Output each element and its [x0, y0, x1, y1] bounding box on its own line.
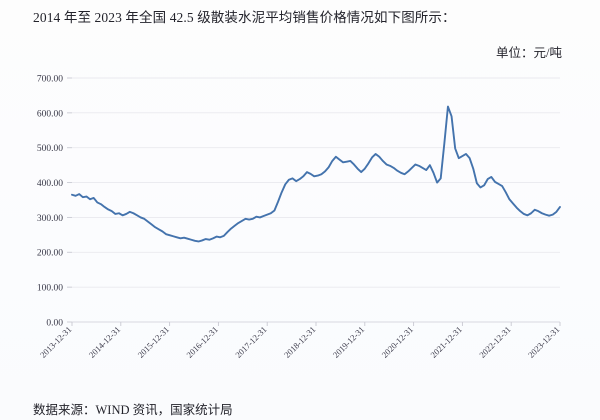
x-axis-tick-label: 2020-12-31 [380, 324, 415, 359]
x-axis-tick-label: 2014-12-31 [87, 324, 122, 359]
y-axis-tick-label: 500.00 [37, 144, 63, 154]
price-series-line [71, 105, 561, 243]
x-axis-tick-label: 2017-12-31 [233, 324, 268, 359]
x-axis-tick-label: 2019-12-31 [331, 324, 366, 359]
x-axis-tick-label: 2018-12-31 [282, 324, 317, 359]
y-axis-tick-label: 300.00 [37, 214, 63, 224]
page-title: 2014 年至 2023 年全国 42.5 级散装水泥平均销售价格情况如下图所示… [33, 10, 456, 25]
chart-svg: 0.00 100.00 200.00 300.00 400.00 500.00 600.00… [37, 74, 562, 359]
x-axis-tick-label: 2022-12-31 [477, 324, 512, 359]
x-axis-tick-label: 2013-12-31 [38, 324, 73, 359]
line-chart: 0.00 100.00 200.00 300.00 400.00 500.00 600.00… [0, 60, 600, 390]
x-axis-tick-label: 2023-12-31 [526, 324, 561, 359]
x-axis-tick-label: 2016-12-31 [184, 324, 219, 359]
unit-label: 单位：元/吨 [496, 46, 562, 60]
x-axis-tick-label: 2021-12-31 [428, 324, 463, 359]
data-source-note: 数据来源：WIND 资讯，国家统计局 [33, 403, 233, 417]
y-axis-tick-label: 400.00 [37, 179, 63, 189]
y-axis-tick-label: 100.00 [37, 284, 63, 294]
y-axis-tick-label: 700.00 [37, 74, 63, 84]
y-axis-tick-label: 0.00 [46, 318, 63, 328]
y-axis-tick-label: 600.00 [37, 109, 63, 119]
x-axis-tick-label: 2015-12-31 [136, 324, 171, 359]
y-axis-tick-label: 200.00 [37, 249, 63, 259]
